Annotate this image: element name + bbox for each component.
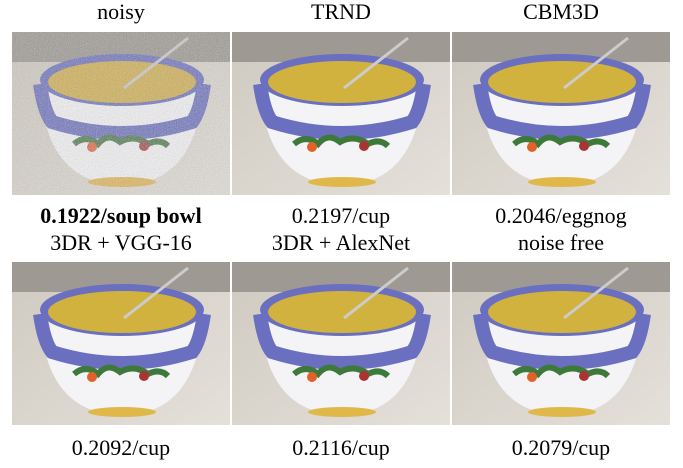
panel-title: 3DR + VGG-16 <box>50 230 192 255</box>
panel-title: 3DR + AlexNet <box>272 230 410 255</box>
panel-image <box>232 262 450 425</box>
panel-image <box>452 32 670 195</box>
panel-caption: 0.2197/cup <box>292 203 390 228</box>
panel-caption: 0.1922/soup bowl <box>40 203 201 228</box>
panel-image <box>12 262 230 425</box>
figure: noisy 0.1922/soup bowl TRND 0.2197/cup CBM3D… <box>0 0 683 468</box>
panel-caption: 0.2079/cup <box>512 435 610 460</box>
panel-caption: 0.2116/cup <box>292 435 390 460</box>
panel-title: noise free <box>518 230 604 255</box>
panel-image <box>232 32 450 195</box>
panel-title: CBM3D <box>523 0 599 24</box>
panel-title: noisy <box>97 0 145 24</box>
panel-caption: 0.2046/eggnog <box>495 203 626 228</box>
panel-image <box>452 262 670 425</box>
panel-image <box>12 32 230 195</box>
panel-title: TRND <box>311 0 371 24</box>
panel-caption: 0.2092/cup <box>72 435 170 460</box>
